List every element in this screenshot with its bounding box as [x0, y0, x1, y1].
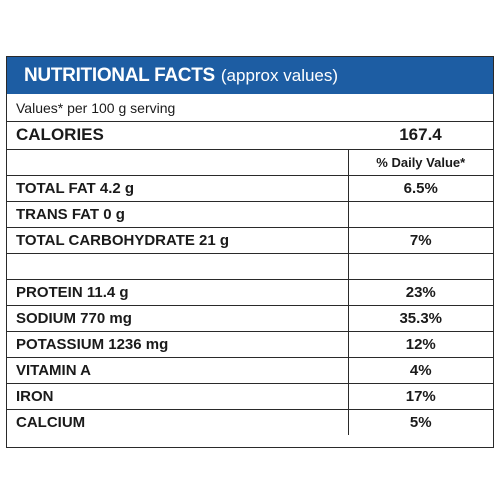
nutrient-row-potassium: POTASSIUM 1236 mg 12% [7, 331, 493, 358]
nutrient-label: SODIUM 770 mg [7, 305, 349, 332]
calories-label: CALORIES [7, 122, 348, 150]
nutrient-label: POTASSIUM 1236 mg [7, 331, 349, 358]
nutrition-title-note: (approx values) [220, 65, 339, 85]
nutrient-label: TOTAL FAT 4.2 g [7, 175, 349, 202]
nutrient-label: IRON [7, 383, 349, 410]
nutrient-daily-value: 4% [348, 357, 493, 384]
nutrient-label: TRANS FAT 0 g [7, 201, 349, 228]
nutrition-facts-panel: NUTRITIONAL FACTS (approx values) Values… [6, 56, 494, 448]
nutrient-row-calcium: CALCIUM 5% [7, 409, 493, 435]
nutrient-daily-value: 6.5% [348, 175, 493, 202]
nutrient-daily-value: 5% [409, 413, 432, 431]
nutrient-row-total-fat: TOTAL FAT 4.2 g 6.5% [7, 175, 493, 202]
nutrient-row-empty [7, 253, 493, 280]
nutrient-label: PROTEIN 11.4 g [7, 279, 349, 306]
nutrient-daily-value [348, 253, 493, 280]
nutrient-row-sodium: SODIUM 770 mg 35.3% [7, 305, 493, 332]
nutrient-daily-value: 35.3% [348, 305, 493, 332]
nutrient-label: TOTAL CARBOHYDRATE 21 g [7, 227, 349, 254]
nutrient-daily-value: 17% [348, 383, 493, 410]
nutrient-daily-value [348, 201, 493, 228]
nutrient-daily-value: 23% [348, 279, 493, 306]
nutrient-row-vitamin-a: VITAMIN A 4% [7, 357, 493, 384]
serving-size-note: Values* per 100 g serving [7, 94, 493, 122]
nutrition-header: NUTRITIONAL FACTS (approx values) [7, 57, 493, 94]
calories-value: 167.4 [348, 122, 493, 150]
nutrient-row-trans-fat: TRANS FAT 0 g [7, 201, 493, 228]
nutrient-daily-value: 12% [348, 331, 493, 358]
calories-row: CALORIES 167.4 [7, 122, 493, 150]
daily-value-header-spacer [7, 149, 349, 176]
nutrient-row-iron: IRON 17% [7, 383, 493, 410]
nutrient-row-protein: PROTEIN 11.4 g 23% [7, 279, 493, 306]
nutrient-daily-value: 7% [348, 227, 493, 254]
daily-value-header: % Daily Value* [348, 149, 493, 176]
daily-value-header-row: % Daily Value* [7, 149, 493, 176]
nutrient-label: CALCIUM [7, 409, 349, 435]
nutrient-label: VITAMIN A [7, 357, 349, 384]
nutrient-label [7, 253, 349, 280]
nutrition-title: NUTRITIONAL FACTS [24, 64, 215, 86]
nutrient-row-total-carbohydrate: TOTAL CARBOHYDRATE 21 g 7% [7, 227, 493, 254]
nutrition-table: CALORIES 167.4 % Daily Value* TOTAL FAT … [7, 122, 493, 435]
